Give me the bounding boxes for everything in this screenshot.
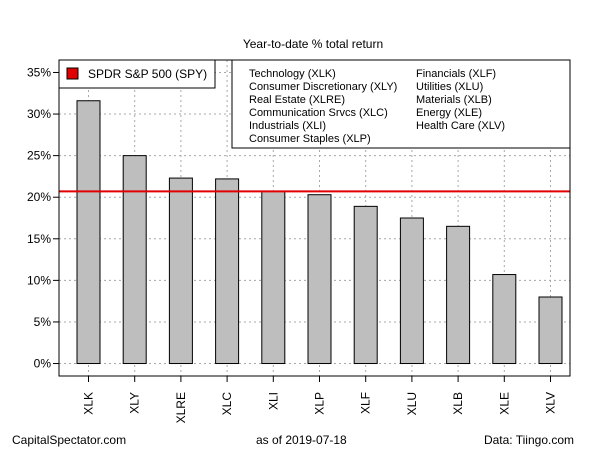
x-tick-label: XLC [220, 392, 234, 416]
x-tick-label: XLY [128, 392, 142, 414]
x-tick-label: XLE [497, 392, 511, 415]
bar-xlb [446, 225, 471, 365]
legend-layer: SPDR S&P 500 (SPY) Technology (XLK)Consum… [58, 59, 571, 149]
y-tick-label: 30% [27, 107, 51, 121]
x-tick-label: XLV [544, 392, 558, 414]
bars [76, 100, 563, 365]
bar-xlc [215, 178, 240, 365]
sector-legend-item: Technology (XLK) [249, 68, 336, 80]
sector-legend-item: Consumer Staples (XLP) [249, 133, 371, 145]
y-tick-label: 25% [27, 149, 51, 163]
x-tick-label: XLF [359, 392, 373, 414]
bar-xle [492, 274, 517, 365]
x-tick-label: XLI [266, 392, 280, 410]
y-tick-label: 20% [27, 190, 51, 204]
sector-legend-item: Industrials (XLI) [249, 120, 326, 132]
bar-xly [122, 155, 147, 365]
sector-legend-item: Utilities (XLU) [416, 81, 483, 93]
bar-xlu [399, 217, 424, 365]
x-tick-label: XLU [405, 392, 419, 415]
sector-legend-item: Materials (XLB) [416, 94, 492, 106]
sector-legend-item: Health Care (XLV) [416, 120, 505, 132]
x-tick-label: XLB [451, 392, 465, 415]
y-tick-label: 10% [27, 273, 51, 287]
bar-xlre [168, 177, 193, 365]
x-tick-label: XLK [82, 392, 96, 415]
x-tick-label: XLRE [174, 392, 188, 423]
chart-title: Year-to-date % total return [243, 37, 383, 51]
sector-legend-item: Real Estate (XLRE) [249, 94, 345, 106]
axis-ticks: 0% 5% 10% 15% 20% 25% 30% 35% XLK XLY XLRE XLC XLI XL… [27, 65, 558, 423]
spy-legend-box [58, 59, 216, 89]
sector-legend-item: Consumer Discretionary (XLY) [249, 81, 397, 93]
bar-xlk [76, 100, 101, 365]
bar-xlp [307, 194, 332, 365]
sector-legend-item: Energy (XLE) [416, 107, 482, 119]
sector-legend-item: Financials (XLF) [416, 68, 496, 80]
spy-legend-swatch [66, 67, 79, 80]
spy-legend-label: SPDR S&P 500 (SPY) [88, 67, 207, 81]
y-tick-label: 0% [34, 357, 52, 371]
bar-xli [261, 190, 286, 365]
bar-xlv [538, 296, 563, 365]
x-tick-label: XLP [313, 392, 327, 415]
as-of-date: as of 2019-07-18 [256, 433, 347, 447]
bar-xlf [353, 205, 378, 365]
source-site: CapitalSpectator.com [12, 433, 127, 447]
plot-frame [58, 59, 571, 377]
sector-legend-item: Communication Srvcs (XLC) [249, 107, 388, 119]
y-tick-label: 5% [34, 315, 52, 329]
y-tick-label: 15% [27, 232, 51, 246]
data-source: Data: Tiingo.com [483, 433, 574, 447]
y-tick-label: 35% [27, 65, 51, 79]
